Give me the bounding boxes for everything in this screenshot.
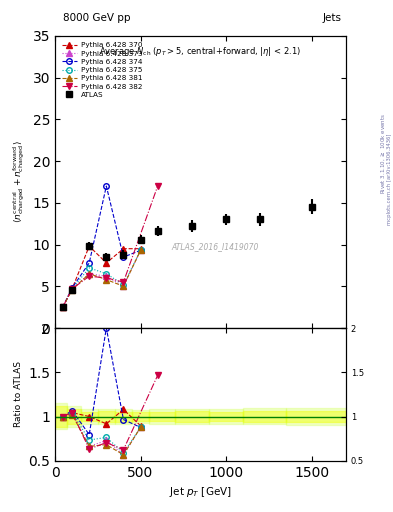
Pythia 6.428 370 xyxy=(104,260,109,266)
Pythia 6.428 373 xyxy=(61,304,65,310)
Bar xyxy=(149,412,175,421)
Pythia 6.428 375 xyxy=(87,265,92,271)
Bar xyxy=(132,412,149,421)
Pythia 6.428 374 xyxy=(104,183,109,189)
Pythia 6.428 370 xyxy=(121,246,126,252)
Pythia 6.428 373 xyxy=(70,286,75,292)
Bar xyxy=(115,409,132,424)
Pythia 6.428 370 xyxy=(70,286,75,292)
Pythia 6.428 374 xyxy=(138,247,143,253)
Line: Pythia 6.428 374: Pythia 6.428 374 xyxy=(60,183,143,310)
Pythia 6.428 382 xyxy=(87,273,92,280)
Pythia 6.428 373 xyxy=(138,247,143,253)
Bar xyxy=(68,406,81,427)
Bar xyxy=(243,411,286,422)
Y-axis label: $\langle n^{\rm central}_{\rm charged} + n^{\rm forward}_{\rm charged} \rangle$: $\langle n^{\rm central}_{\rm charged} +… xyxy=(11,141,27,223)
Bar xyxy=(175,412,209,421)
Pythia 6.428 370 xyxy=(61,304,65,310)
Line: Pythia 6.428 382: Pythia 6.428 382 xyxy=(60,183,160,310)
Pythia 6.428 382 xyxy=(155,183,160,189)
Pythia 6.428 375 xyxy=(61,304,65,310)
Text: 8000 GeV pp: 8000 GeV pp xyxy=(63,13,130,23)
Text: mcplots.cern.ch [arXiv:1306.3436]: mcplots.cern.ch [arXiv:1306.3436] xyxy=(387,134,391,225)
Pythia 6.428 375 xyxy=(70,286,75,292)
Pythia 6.428 382 xyxy=(61,304,65,310)
Pythia 6.428 382 xyxy=(121,279,126,285)
Bar xyxy=(115,412,132,421)
Bar xyxy=(98,409,115,424)
Pythia 6.428 381 xyxy=(121,283,126,289)
Pythia 6.428 382 xyxy=(70,286,75,292)
Pythia 6.428 374 xyxy=(121,254,126,260)
Bar xyxy=(286,411,346,422)
Text: Average $N_{\rm ch}$ ($p_T$$>$5, central+forward, $|\eta|$ < 2.1): Average $N_{\rm ch}$ ($p_T$$>$5, central… xyxy=(99,45,301,58)
Pythia 6.428 375 xyxy=(138,247,143,253)
Bar xyxy=(175,409,209,424)
Bar xyxy=(55,403,68,430)
Pythia 6.428 381 xyxy=(61,304,65,310)
Bar xyxy=(243,408,286,424)
Pythia 6.428 381 xyxy=(87,271,92,277)
Bar xyxy=(81,412,98,421)
Text: Jets: Jets xyxy=(323,13,342,23)
Line: Pythia 6.428 375: Pythia 6.428 375 xyxy=(60,248,143,310)
Legend: Pythia 6.428 370, Pythia 6.428 373, Pythia 6.428 374, Pythia 6.428 375, Pythia 6: Pythia 6.428 370, Pythia 6.428 373, Pyth… xyxy=(59,39,145,101)
Bar xyxy=(81,409,98,423)
Pythia 6.428 370 xyxy=(138,246,143,252)
Text: Rivet 3.1.10, $\geq$ 100k events: Rivet 3.1.10, $\geq$ 100k events xyxy=(379,113,387,194)
X-axis label: Jet $p_T$ [GeV]: Jet $p_T$ [GeV] xyxy=(169,485,232,499)
Text: ATLAS_2016_I1419070: ATLAS_2016_I1419070 xyxy=(171,242,259,251)
Line: Pythia 6.428 381: Pythia 6.428 381 xyxy=(60,248,143,310)
Pythia 6.428 381 xyxy=(138,247,143,253)
Bar xyxy=(286,408,346,424)
Pythia 6.428 373 xyxy=(87,271,92,277)
Bar xyxy=(68,409,81,424)
Bar xyxy=(55,406,68,427)
Y-axis label: Ratio to ATLAS: Ratio to ATLAS xyxy=(14,361,23,428)
Pythia 6.428 373 xyxy=(104,273,109,280)
Pythia 6.428 381 xyxy=(104,276,109,283)
Bar xyxy=(209,409,243,424)
Bar xyxy=(149,409,175,423)
Pythia 6.428 373 xyxy=(121,283,126,289)
Pythia 6.428 374 xyxy=(87,260,92,266)
Pythia 6.428 381 xyxy=(70,287,75,293)
Pythia 6.428 370 xyxy=(87,243,92,249)
Pythia 6.428 375 xyxy=(104,271,109,277)
Pythia 6.428 374 xyxy=(61,304,65,310)
Bar xyxy=(98,411,115,422)
Line: Pythia 6.428 373: Pythia 6.428 373 xyxy=(60,248,143,310)
Pythia 6.428 374 xyxy=(70,285,75,291)
Pythia 6.428 382 xyxy=(104,275,109,281)
Bar xyxy=(132,410,149,423)
Pythia 6.428 375 xyxy=(121,282,126,288)
Line: Pythia 6.428 370: Pythia 6.428 370 xyxy=(60,243,143,310)
Bar xyxy=(209,412,243,421)
